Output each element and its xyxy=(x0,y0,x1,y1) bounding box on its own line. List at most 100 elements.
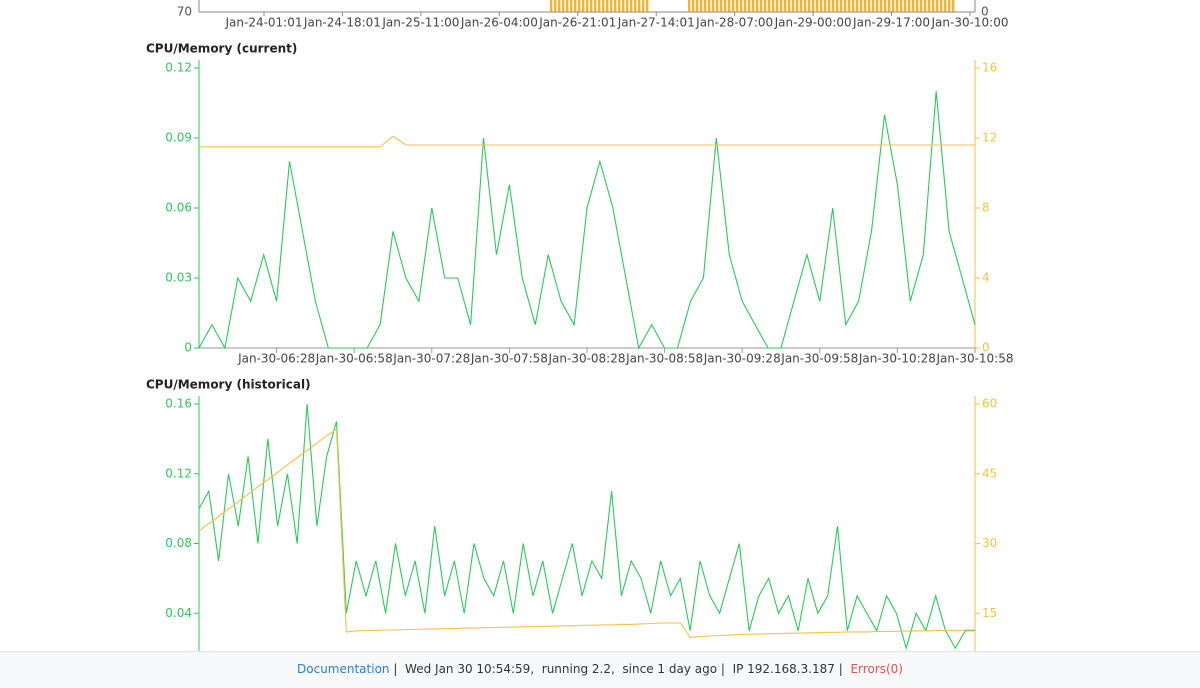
bar-stripe xyxy=(744,0,747,12)
bar-stripe xyxy=(574,0,577,12)
errors-link[interactable]: Errors(0) xyxy=(850,662,903,676)
x-tick-label: Jan-30-07:58 xyxy=(470,352,548,366)
bar-stripe xyxy=(808,0,811,12)
bar-stripe xyxy=(598,0,601,12)
bar-stripe xyxy=(558,0,561,12)
x-tick-label: Jan-30-06:28 xyxy=(237,352,315,366)
bar-stripe xyxy=(868,0,871,12)
bar-stripe xyxy=(880,0,883,12)
status: Wed Jan 30 10:54:59, running 2.2, since … xyxy=(405,662,718,676)
bar-stripe xyxy=(586,0,589,12)
bar-stripe xyxy=(562,0,565,12)
x-tick-label: Jan-24-01:01 xyxy=(224,16,302,30)
bar-stripe xyxy=(852,0,855,12)
bar-stripe xyxy=(692,0,695,12)
bar-stripe xyxy=(696,0,699,12)
bar-stripe xyxy=(812,0,815,12)
ip: IP 192.168.3.187 xyxy=(732,662,835,676)
bar-stripe xyxy=(768,0,771,12)
bar-stripe xyxy=(626,0,629,12)
y2-tick-label: 12 xyxy=(982,131,997,145)
bar-stripe xyxy=(736,0,739,12)
bar-stripe xyxy=(912,0,915,12)
bar-stripe xyxy=(788,0,791,12)
bar-stripe xyxy=(820,0,823,12)
bar-stripe xyxy=(876,0,879,12)
documentation-link[interactable]: Documentation xyxy=(297,662,390,676)
x-tick-label: Jan-26-21:01 xyxy=(538,16,616,30)
bar-stripe xyxy=(590,0,593,12)
x-tick-label: Jan-30-10:28 xyxy=(858,352,936,366)
y-tick-label: 0.16 xyxy=(165,397,192,411)
x-tick-label: Jan-30-07:28 xyxy=(392,352,470,366)
x-tick-label: Jan-24-18:01 xyxy=(303,16,381,30)
bar-stripe xyxy=(816,0,819,12)
bar-stripe xyxy=(756,0,759,12)
separator: | xyxy=(838,662,843,676)
bar-stripe xyxy=(638,0,641,12)
bar-stripe xyxy=(796,0,799,12)
bar-stripe xyxy=(728,0,731,12)
x-tick-label: Jan-27-14:01 xyxy=(617,16,695,30)
bar-stripe xyxy=(944,0,947,12)
bar-stripe xyxy=(642,0,645,12)
y-tick-label: 0.06 xyxy=(165,201,192,215)
bar-stripe xyxy=(554,0,557,12)
bar-stripe xyxy=(864,0,867,12)
bar-stripe xyxy=(900,0,903,12)
bar-stripe xyxy=(888,0,891,12)
bar-stripe xyxy=(724,0,727,12)
bar-stripe xyxy=(860,0,863,12)
bar-stripe xyxy=(570,0,573,12)
x-tick-label: Jan-29-17:00 xyxy=(852,16,930,30)
bar-stripe xyxy=(700,0,703,12)
bar-stripe xyxy=(936,0,939,12)
bar-stripe xyxy=(594,0,597,12)
bar-stripe xyxy=(780,0,783,12)
y-tick-label: 0.12 xyxy=(165,61,192,75)
bar-stripe xyxy=(712,0,715,12)
line-series xyxy=(199,135,975,148)
bar-stripe xyxy=(924,0,927,12)
bar-stripe xyxy=(748,0,751,12)
chart-title: CPU/Memory (current) xyxy=(146,42,297,56)
bar-stripe xyxy=(630,0,633,12)
bar-stripe xyxy=(920,0,923,12)
x-tick-label: Jan-28-07:00 xyxy=(695,16,773,30)
bar-stripe xyxy=(622,0,625,12)
separator: | xyxy=(393,662,398,676)
y-tick-label: 0.12 xyxy=(165,466,192,480)
y2-tick-label: 15 xyxy=(982,606,997,620)
bar-stripe xyxy=(618,0,621,12)
y-tick-label: 70 xyxy=(177,5,192,19)
x-tick-label: Jan-30-10:00 xyxy=(930,16,1008,30)
bar-stripe xyxy=(828,0,831,12)
bar-stripe xyxy=(688,0,691,12)
y2-tick-label: 4 xyxy=(982,271,990,285)
y2-tick-label: 0 xyxy=(982,341,990,355)
separator: | xyxy=(720,662,725,676)
line-series xyxy=(198,403,975,651)
bar-stripe xyxy=(772,0,775,12)
y-tick-label: 0.09 xyxy=(165,131,192,145)
line-series xyxy=(198,428,975,638)
bar-stripe xyxy=(840,0,843,12)
y2-tick-label: 45 xyxy=(982,466,997,480)
bar-stripe xyxy=(610,0,613,12)
bar-stripe xyxy=(646,0,649,12)
bar-stripe xyxy=(760,0,763,12)
bar-stripe xyxy=(916,0,919,12)
x-tick-label: Jan-30-08:58 xyxy=(625,352,703,366)
x-tick-label: Jan-30-09:28 xyxy=(703,352,781,366)
bar-stripe xyxy=(776,0,779,12)
x-tick-label: Jan-30-10:58 xyxy=(935,352,1013,366)
bar-stripe xyxy=(720,0,723,12)
x-tick-label: Jan-30-06:58 xyxy=(315,352,393,366)
bar-stripe xyxy=(856,0,859,12)
bar-stripe xyxy=(602,0,605,12)
bar-stripe xyxy=(908,0,911,12)
bar-stripe xyxy=(804,0,807,12)
bar-stripe xyxy=(764,0,767,12)
bar-stripe xyxy=(582,0,585,12)
